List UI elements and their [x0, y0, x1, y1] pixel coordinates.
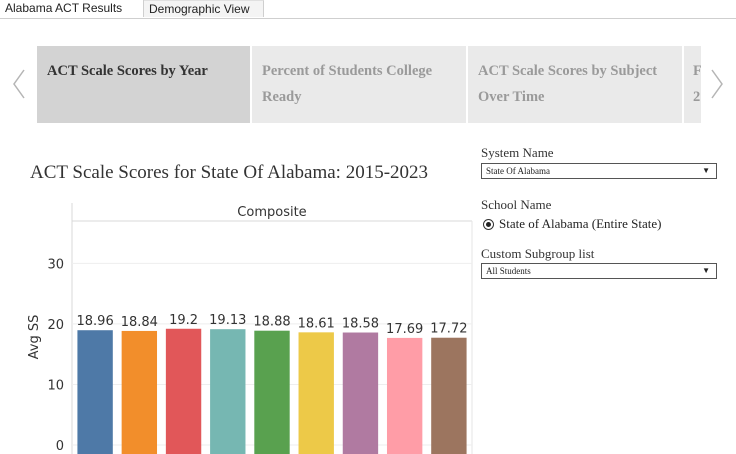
- bar[interactable]: [121, 330, 158, 454]
- bar[interactable]: [210, 329, 246, 454]
- bar-value-label: 18.58: [342, 317, 379, 332]
- y-axis-label: Avg SS: [27, 315, 42, 360]
- school-name-radio-option[interactable]: State of Alabama (Entire State): [483, 216, 661, 232]
- story-point-percent-college-ready[interactable]: Percent of Students College Ready: [252, 46, 466, 123]
- school-name-label: School Name: [481, 197, 552, 212]
- y-tick-label: 30: [47, 257, 64, 272]
- composite-bar-chart: Composite Avg SS 0 10 20 30 18.96 18.84 19.2 1…: [27, 203, 473, 454]
- bar-value-label: 18.96: [77, 314, 114, 329]
- bar[interactable]: [77, 330, 113, 454]
- dropdown-arrow-icon: ▼: [702, 266, 710, 275]
- subgroup-label: Custom Subgroup list: [481, 246, 595, 261]
- bar-value-label: 19.2: [169, 313, 198, 328]
- story-point-scores-by-subject[interactable]: ACT Scale Scores by Subject Over Time: [468, 46, 682, 123]
- system-name-label: System Name: [481, 145, 554, 160]
- subgroup-dropdown[interactable]: All Students ▼: [481, 263, 717, 279]
- chevron-left-icon: [13, 69, 25, 99]
- bar-value-label: 18.61: [298, 316, 335, 331]
- bar-value-label: 17.72: [430, 322, 467, 337]
- tab-demographic-view[interactable]: Demographic View: [144, 0, 264, 17]
- y-tick-label: 10: [47, 378, 64, 393]
- system-name-value: State Of Alabama: [486, 166, 550, 176]
- subgroup-value: All Students: [486, 266, 531, 276]
- bar[interactable]: [386, 337, 423, 454]
- radio-selected-icon[interactable]: [483, 218, 494, 230]
- bar[interactable]: [431, 337, 467, 454]
- bar[interactable]: [298, 332, 334, 454]
- bar[interactable]: [254, 330, 290, 454]
- story-prev-button[interactable]: [10, 66, 28, 102]
- bar-value-label: 17.69: [386, 322, 423, 337]
- workbook-tab-bar: Alabama ACT Results Demographic View: [0, 0, 736, 19]
- bar[interactable]: [342, 332, 379, 454]
- y-tick-label: 20: [47, 318, 64, 333]
- story-point-act-scale-scores-by-year[interactable]: ACT Scale Scores by Year: [37, 46, 250, 123]
- system-name-dropdown[interactable]: State Of Alabama ▼: [481, 163, 717, 179]
- story-next-button[interactable]: [708, 66, 726, 102]
- dropdown-arrow-icon: ▼: [702, 166, 710, 175]
- bar-value-label: 19.13: [209, 313, 246, 328]
- y-tick-label: 0: [56, 439, 64, 454]
- bar-value-label: 18.88: [253, 315, 290, 330]
- tab-alabama-act-results[interactable]: Alabama ACT Results: [0, 0, 144, 17]
- bar-value-label: 18.84: [121, 315, 158, 330]
- school-name-option-label: State of Alabama (Entire State): [499, 216, 662, 231]
- panel-title: Composite: [237, 205, 306, 220]
- bar[interactable]: [165, 328, 202, 454]
- chevron-right-icon: [711, 69, 723, 99]
- story-point-truncated[interactable]: F 2: [684, 46, 701, 123]
- chart-title: ACT Scale Scores for State Of Alabama: 2…: [30, 162, 429, 183]
